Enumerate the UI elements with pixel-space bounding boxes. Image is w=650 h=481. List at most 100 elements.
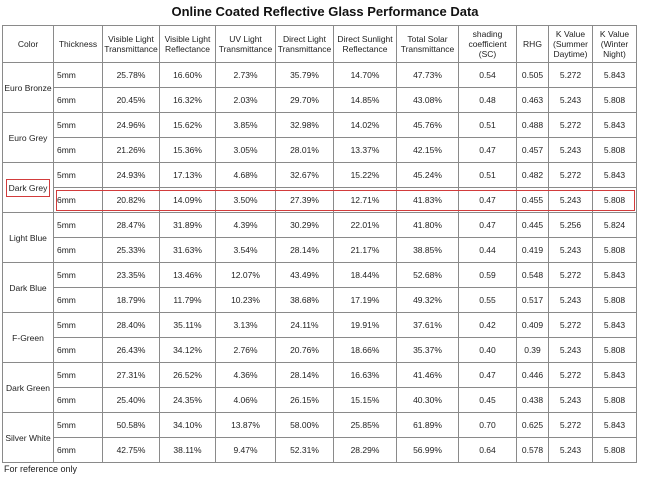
- table-cell: 4.68%: [215, 162, 276, 188]
- table-cell: 0.505: [516, 62, 549, 88]
- table-cell: 43.49%: [275, 262, 334, 288]
- header-direct-sunlight-reflectance: Direct Sunlight Reflectance: [333, 25, 397, 63]
- thickness-cell: 5mm: [53, 262, 103, 288]
- thickness-cell: 6mm: [53, 287, 103, 313]
- table-cell: 5.272: [548, 362, 593, 388]
- table-cell: 0.55: [458, 287, 517, 313]
- table-cell: 34.10%: [159, 412, 216, 438]
- table-cell: 35.11%: [159, 312, 216, 338]
- table-cell: 41.83%: [396, 187, 459, 213]
- table-cell: 49.32%: [396, 287, 459, 313]
- table-cell: 5.808: [592, 237, 637, 263]
- table-cell: 5.808: [592, 287, 637, 313]
- header-shading-coefficient: shading coefficient (SC): [458, 25, 517, 63]
- table-cell: 25.85%: [333, 412, 397, 438]
- table-cell: 0.47: [458, 137, 517, 163]
- table-cell: 0.64: [458, 437, 517, 463]
- table-cell: 14.85%: [333, 87, 397, 113]
- table-cell: 24.93%: [102, 162, 160, 188]
- table-cell: 5.272: [548, 262, 593, 288]
- table-cell: 5.256: [548, 212, 593, 238]
- color-cell: Dark Green: [2, 362, 54, 413]
- table-cell: 37.61%: [396, 312, 459, 338]
- table-cell: 0.42: [458, 312, 517, 338]
- header-uv-light-transmittance: UV Light Transmittance: [215, 25, 276, 63]
- table-cell: 5.243: [548, 387, 593, 413]
- table-cell: 0.457: [516, 137, 549, 163]
- table-cell: 38.85%: [396, 237, 459, 263]
- table-cell: 15.36%: [159, 137, 216, 163]
- table-cell: 0.47: [458, 362, 517, 388]
- table-cell: 5.808: [592, 187, 637, 213]
- table-cell: 18.66%: [333, 337, 397, 363]
- table-cell: 45.76%: [396, 112, 459, 138]
- table-cell: 3.05%: [215, 137, 276, 163]
- color-label: Silver White: [5, 432, 51, 443]
- table-cell: 16.32%: [159, 87, 216, 113]
- table-cell: 5.808: [592, 437, 637, 463]
- table-cell: 24.11%: [275, 312, 334, 338]
- table-cell: 0.51: [458, 112, 517, 138]
- table-cell: 35.79%: [275, 62, 334, 88]
- table-cell: 31.89%: [159, 212, 216, 238]
- table-cell: 0.438: [516, 387, 549, 413]
- table-cell: 18.79%: [102, 287, 160, 313]
- table-cell: 9.47%: [215, 437, 276, 463]
- table-cell: 0.39: [516, 337, 549, 363]
- table-cell: 43.08%: [396, 87, 459, 113]
- table-row: 6mm 20.45% 16.32% 2.03% 29.70% 14.85% 43.08% 0.…: [3, 87, 637, 113]
- table-cell: 47.73%: [396, 62, 459, 88]
- table-cell: 0.51: [458, 162, 517, 188]
- table-cell: 26.43%: [102, 337, 160, 363]
- thickness-cell: 6mm: [53, 137, 103, 163]
- table-cell: 0.409: [516, 312, 549, 338]
- table-cell: 16.60%: [159, 62, 216, 88]
- table-cell: 28.01%: [275, 137, 334, 163]
- table-row: Dark Grey 5mm 24.93% 17.13% 4.68% 32.67% 15.22…: [2, 162, 637, 213]
- table-cell: 13.46%: [159, 262, 216, 288]
- table-cell: 15.15%: [333, 387, 397, 413]
- table-cell: 28.47%: [102, 212, 160, 238]
- table-cell: 28.40%: [102, 312, 160, 338]
- table-cell: 17.13%: [159, 162, 216, 188]
- table-cell: 0.517: [516, 287, 549, 313]
- header-thickness: Thickness: [53, 25, 103, 63]
- table-row: Euro Bronze 5mm 25.78% 16.60% 2.73% 35.79% 14.…: [2, 62, 637, 113]
- table-cell: 34.12%: [159, 337, 216, 363]
- table-cell: 58.00%: [275, 412, 334, 438]
- table-cell: 28.29%: [333, 437, 397, 463]
- table-cell: 14.09%: [159, 187, 216, 213]
- table-cell: 0.45: [458, 387, 517, 413]
- table-cell: 5.243: [548, 337, 593, 363]
- header-visible-light-transmittance: Visible Light Transmittance: [102, 25, 160, 63]
- color-label: Light Blue: [9, 232, 47, 243]
- color-cell: Euro Grey: [2, 112, 54, 163]
- color-label: Dark Grey: [5, 178, 51, 197]
- table-cell: 5.808: [592, 387, 637, 413]
- table-row: Dark Blue 5mm 23.35% 13.46% 12.07% 43.49% 18.4…: [2, 262, 637, 313]
- table-cell: 3.54%: [215, 237, 276, 263]
- table-row: Dark Green 5mm 27.31% 26.52% 4.36% 28.14% 16.6…: [2, 362, 637, 413]
- table-cell: 0.625: [516, 412, 549, 438]
- table-cell: 40.30%: [396, 387, 459, 413]
- header-total-solar-transmittance: Total Solar Transmittance: [396, 25, 459, 63]
- thickness-cell: 5mm: [53, 212, 103, 238]
- table-cell: 3.85%: [215, 112, 276, 138]
- table-cell: 0.40: [458, 337, 517, 363]
- table-cell: 27.39%: [275, 187, 334, 213]
- table-cell: 11.79%: [159, 287, 216, 313]
- color-label: Dark Blue: [9, 282, 47, 293]
- table-cell: 5.243: [548, 87, 593, 113]
- table-cell: 3.50%: [215, 187, 276, 213]
- table-cell: 5.843: [592, 362, 637, 388]
- table-cell: 0.455: [516, 187, 549, 213]
- color-label: F-Green: [12, 332, 44, 343]
- table-cell: 21.26%: [102, 137, 160, 163]
- table-cell: 29.70%: [275, 87, 334, 113]
- table-row: 6mm 42.75% 38.11% 9.47% 52.31% 28.29% 56.99% 0.…: [3, 437, 637, 463]
- table-cell: 25.33%: [102, 237, 160, 263]
- header-visible-light-reflectance: Visible Light Reflectance: [159, 25, 216, 63]
- table-cell: 42.15%: [396, 137, 459, 163]
- table-cell: 0.482: [516, 162, 549, 188]
- table-cell: 14.02%: [333, 112, 397, 138]
